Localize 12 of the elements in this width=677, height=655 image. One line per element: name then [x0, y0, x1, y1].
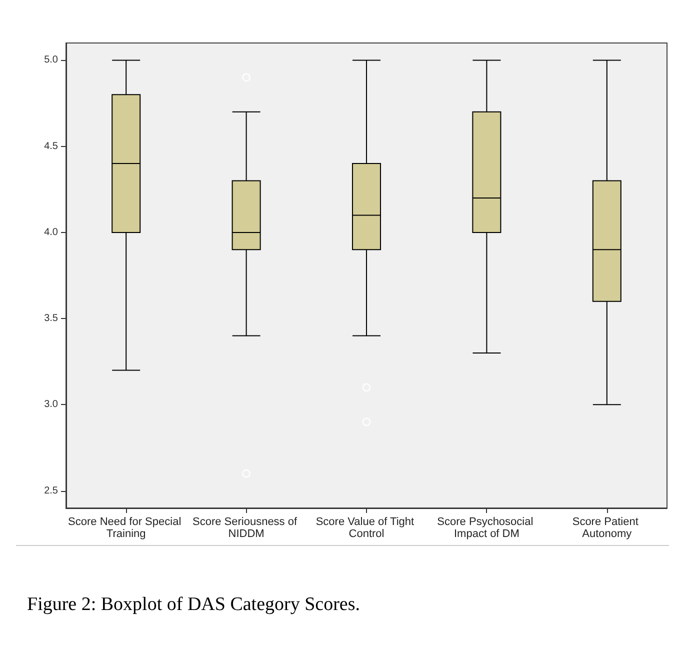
y-tick-label: 4.0 [44, 226, 58, 238]
y-tick-label: 5.0 [44, 54, 58, 66]
x-tick-label: Score Psychosocial Impact of DM [437, 516, 536, 540]
x-tick-label: Score Need for Special Training [68, 516, 184, 540]
text: Figure 2: Boxplot of DAS Category Scores. [27, 594, 360, 615]
x-tick-label: Score Value of Tight Control [316, 516, 418, 540]
y-tick-label: 2.5 [44, 485, 58, 496]
x-tick-label: Score Seriousness of NIDDM [192, 516, 300, 540]
y-tick-label: 4.5 [44, 140, 58, 152]
y-tick-label: 3.5 [44, 313, 58, 324]
y-tick-label: 3.0 [44, 399, 58, 410]
x-tick-label: Score Patient Autonomy [572, 516, 642, 540]
